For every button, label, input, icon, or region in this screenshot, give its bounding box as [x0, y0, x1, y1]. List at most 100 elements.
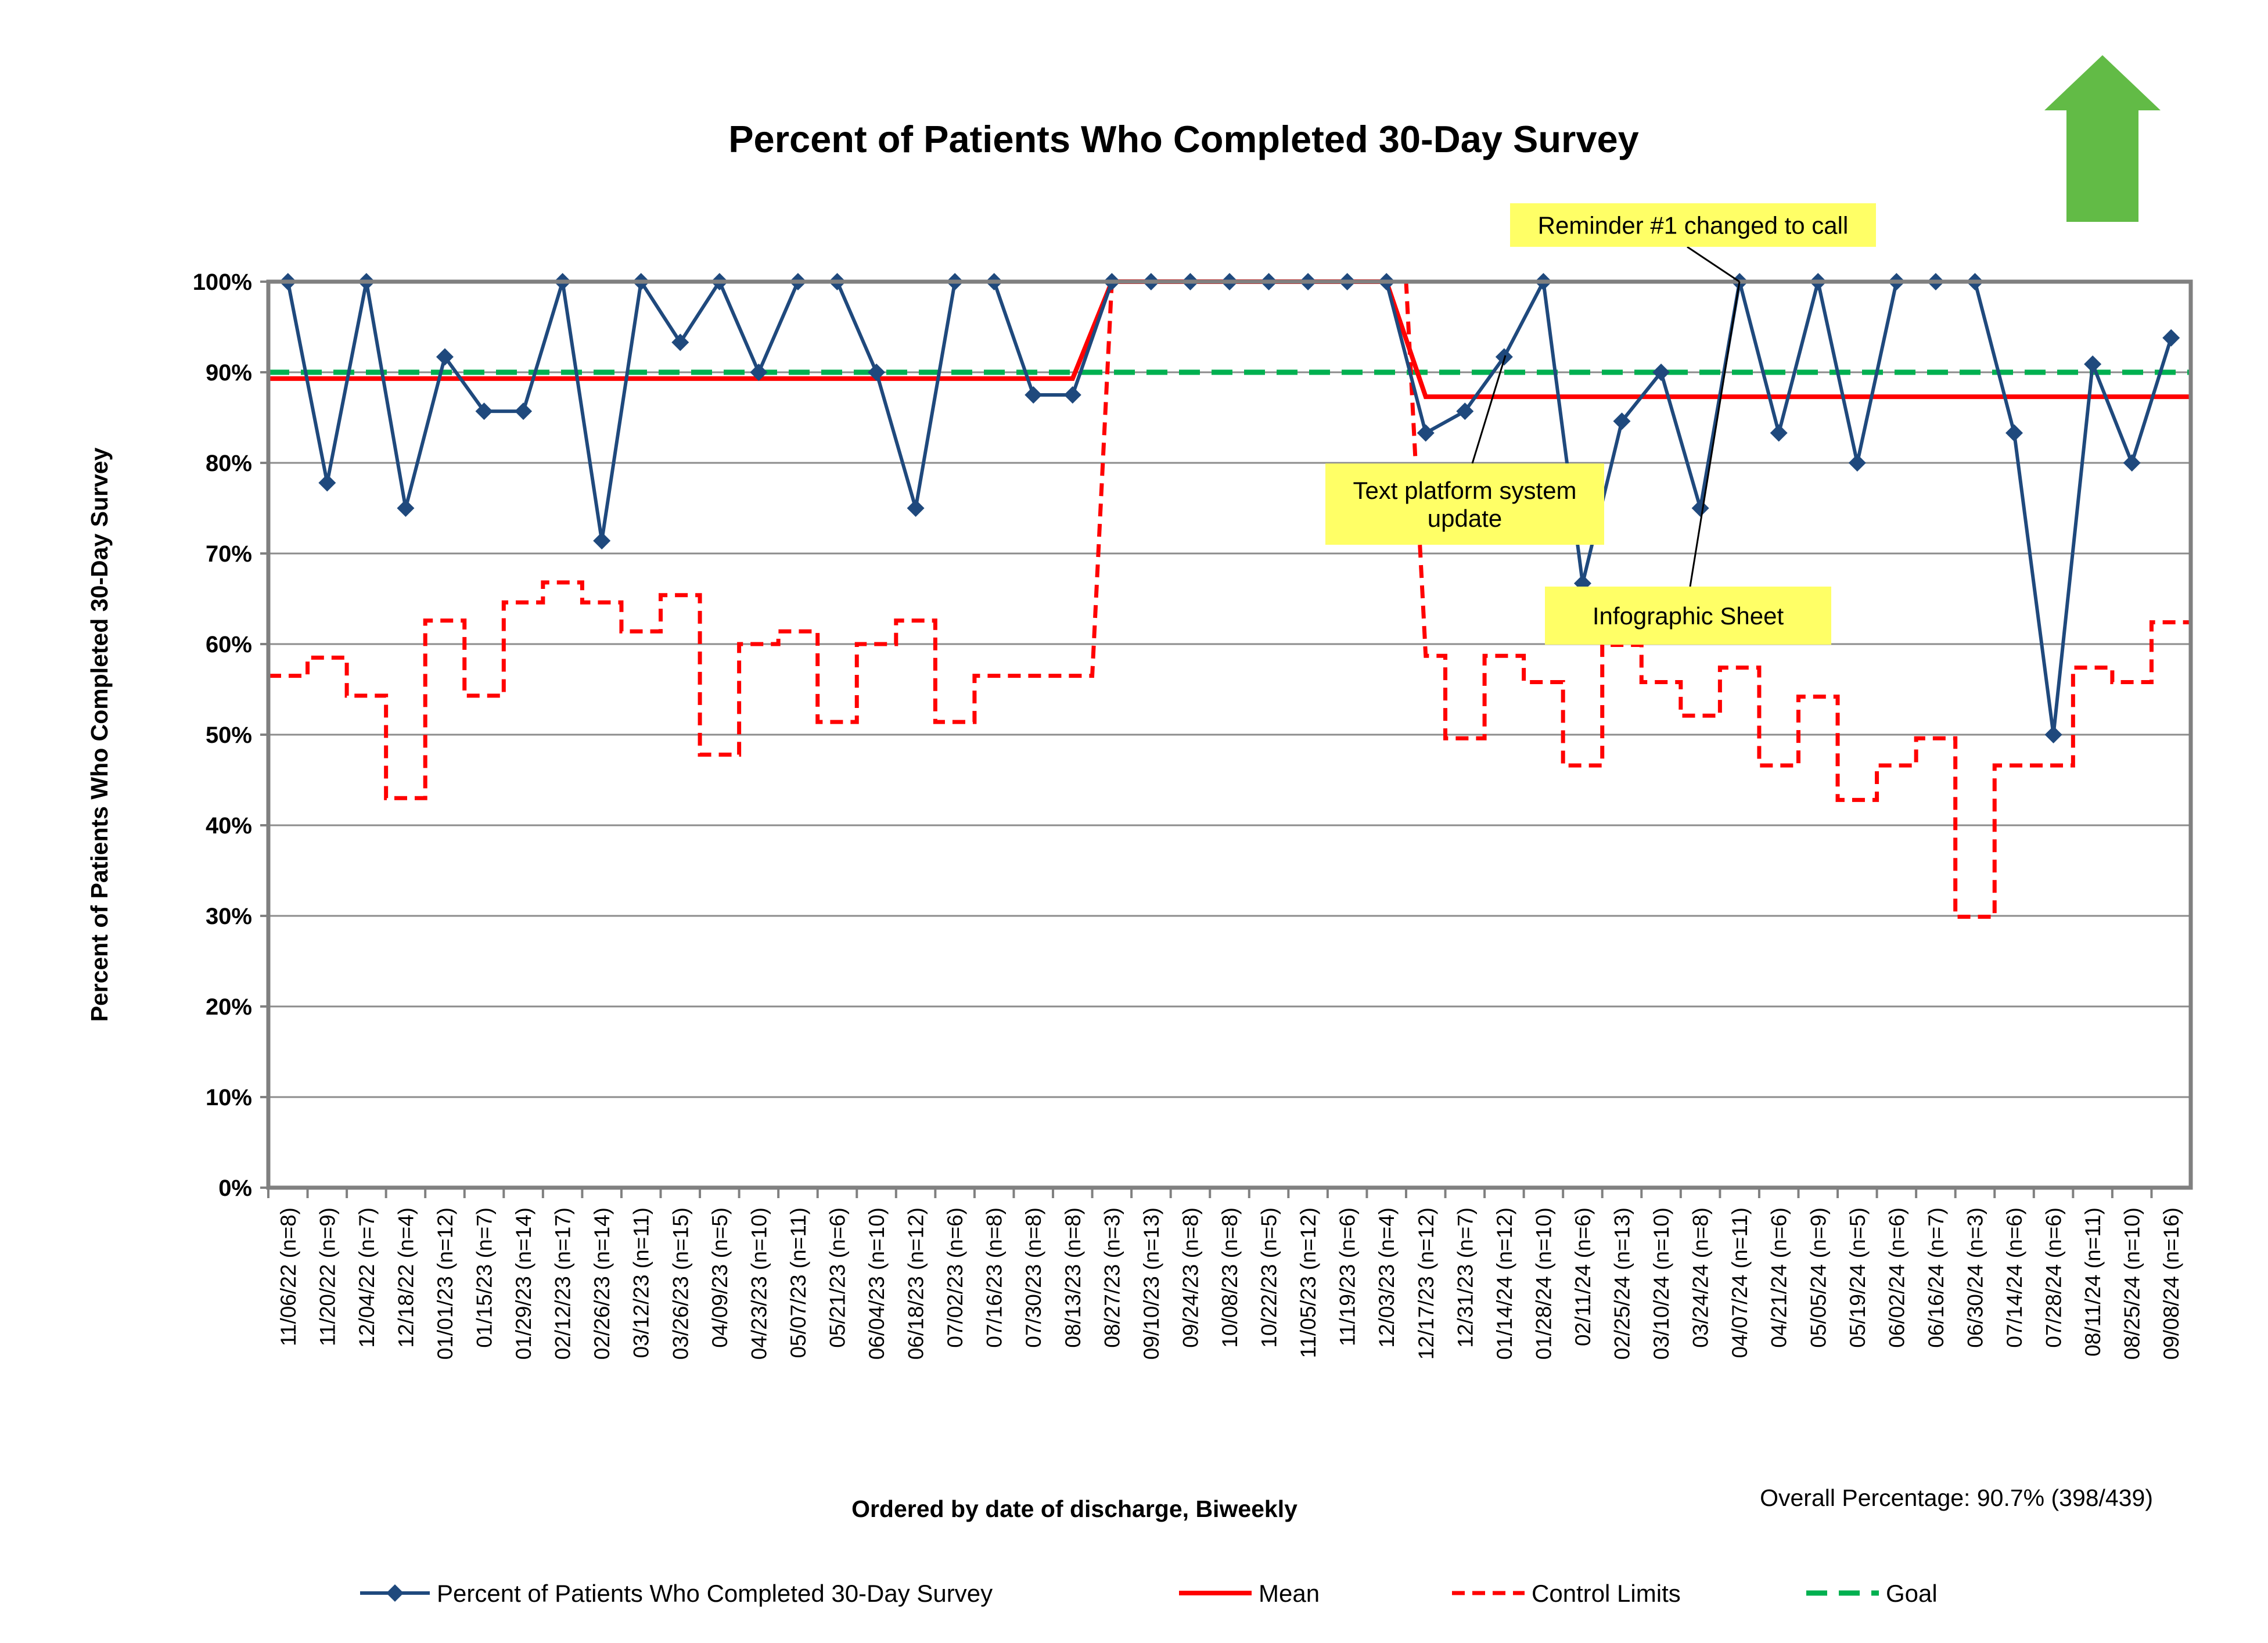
- annotation-box: [1545, 587, 1831, 645]
- x-tick-label: 06/16/24 (n=7): [1924, 1207, 1948, 1348]
- x-tick-label: 10/08/23 (n=8): [1218, 1207, 1242, 1348]
- data-point: [671, 333, 689, 351]
- data-point: [1652, 364, 1670, 381]
- x-tick-label: 01/29/23 (n=14): [512, 1207, 535, 1360]
- y-tick-label: 0%: [218, 1175, 252, 1201]
- data-point: [1025, 386, 1043, 404]
- data-point: [2005, 424, 2023, 442]
- x-tick-label: 02/26/23 (n=14): [590, 1207, 614, 1360]
- data-point: [318, 474, 336, 492]
- x-tick-label: 07/14/24 (n=6): [2003, 1207, 2026, 1348]
- y-axis-ticks: 0% 10% 20% 30% 40% 50% 60% 70% 80% 90% 100%: [193, 269, 268, 1201]
- x-tick-label: 07/30/23 (n=8): [1022, 1207, 1045, 1348]
- data-point: [1770, 424, 1788, 442]
- data-point: [515, 402, 533, 420]
- x-tick-label: 11/20/22 (n=9): [315, 1207, 339, 1346]
- data-point: [868, 364, 886, 381]
- x-tick-label: 05/19/24 (n=5): [1846, 1207, 1870, 1348]
- x-tick-label: 11/05/23 (n=12): [1296, 1207, 1320, 1358]
- x-tick-label: 05/21/23 (n=6): [825, 1207, 849, 1348]
- x-tick-label: 05/05/24 (n=9): [1806, 1207, 1830, 1348]
- y-tick-label: 90%: [206, 360, 252, 386]
- x-tick-label: 03/26/23 (n=15): [668, 1207, 692, 1360]
- y-tick-label: 50%: [206, 722, 252, 748]
- overall-percentage-note: Overall Percentage: 90.7% (398/439): [1760, 1484, 2153, 1511]
- x-tick-label: 06/04/23 (n=10): [865, 1207, 889, 1360]
- data-point: [1691, 499, 1709, 517]
- y-axis-label: Percent of Patients Who Completed 30-Day…: [86, 447, 113, 1022]
- data-point: [1456, 402, 1474, 420]
- x-tick-label: 07/02/23 (n=6): [943, 1207, 967, 1348]
- x-tick-label: 03/10/24 (n=10): [1649, 1207, 1673, 1360]
- legend-label: Mean: [1259, 1580, 1320, 1607]
- x-tick-label: 08/13/23 (n=8): [1061, 1207, 1085, 1348]
- x-tick-label: 12/03/23 (n=4): [1375, 1207, 1399, 1348]
- y-tick-label: 100%: [193, 269, 252, 295]
- x-tick-label: 04/21/24 (n=6): [1767, 1207, 1791, 1348]
- data-point: [1417, 424, 1435, 442]
- x-tick-label: 07/28/24 (n=6): [2042, 1207, 2066, 1348]
- x-tick-label: 08/11/24 (n=11): [2081, 1207, 2105, 1357]
- legend-marker: [386, 1584, 404, 1602]
- plot-frame: [266, 279, 2193, 1190]
- x-tick-label: 02/25/24 (n=13): [1611, 1207, 1634, 1360]
- legend-label: Control Limits: [1532, 1580, 1681, 1607]
- chart-title: Percent of Patients Who Completed 30-Day…: [728, 118, 1639, 160]
- x-tick-label: 06/18/23 (n=12): [904, 1207, 928, 1360]
- y-tick-label: 70%: [206, 541, 252, 567]
- x-tick-label: 01/28/24 (n=10): [1532, 1207, 1555, 1360]
- data-point: [475, 402, 493, 420]
- x-tick-label: 12/04/22 (n=7): [355, 1207, 379, 1348]
- x-tick-label: 01/14/24 (n=12): [1493, 1207, 1516, 1360]
- annotation-leader: [1689, 281, 1741, 587]
- annotation-box: [1510, 203, 1876, 247]
- annotations: Reminder #1 changed to call Text platform…: [1325, 203, 1876, 645]
- x-tick-label: 04/07/24 (n=11): [1728, 1207, 1752, 1358]
- y-tick-label: 10%: [206, 1085, 252, 1110]
- data-point: [1063, 386, 1081, 404]
- x-tick-label: 11/19/23 (n=6): [1336, 1207, 1360, 1346]
- x-tick-label: 12/17/23 (n=12): [1414, 1207, 1438, 1360]
- x-tick-label: 03/24/24 (n=8): [1689, 1207, 1713, 1348]
- annotation-text: update: [1428, 505, 1502, 532]
- annotation-box: [1325, 463, 1604, 545]
- data-point: [1848, 454, 1866, 472]
- y-tick-label: 80%: [206, 451, 252, 476]
- legend: Percent of Patients Who Completed 30-Day…: [360, 1580, 1938, 1607]
- x-tick-label: 06/02/24 (n=6): [1885, 1207, 1908, 1348]
- x-tick-label: 06/30/24 (n=3): [1963, 1207, 1987, 1348]
- data-point: [2162, 329, 2180, 347]
- x-tick-label: 02/11/24 (n=6): [1571, 1207, 1595, 1346]
- x-tick-label: 08/27/23 (n=3): [1100, 1207, 1124, 1348]
- legend-label: Goal: [1886, 1580, 1938, 1607]
- x-tick-label: 05/07/23 (n=11): [786, 1207, 810, 1358]
- x-tick-label: 01/01/23 (n=12): [433, 1207, 457, 1360]
- x-tick-label: 08/25/24 (n=10): [2120, 1207, 2144, 1360]
- x-tick-label: 12/31/23 (n=7): [1453, 1207, 1477, 1348]
- annotation-leader: [1687, 246, 1740, 283]
- data-point: [1613, 412, 1631, 430]
- x-tick-label: 09/08/24 (n=16): [2159, 1207, 2183, 1360]
- x-tick-label: 10/22/23 (n=5): [1257, 1207, 1281, 1348]
- x-axis-label: Ordered by date of discharge, Biweekly: [851, 1495, 1297, 1522]
- x-tick-label: 12/18/22 (n=4): [394, 1207, 418, 1348]
- data-point: [397, 499, 415, 517]
- y-tick-label: 60%: [206, 632, 252, 657]
- annotation-text: Text platform system: [1353, 477, 1576, 504]
- data-point: [907, 499, 925, 517]
- x-tick-label: 01/15/23 (n=7): [473, 1207, 497, 1348]
- x-tick-label: 04/09/23 (n=5): [708, 1207, 732, 1348]
- data-point: [436, 348, 454, 366]
- x-tick-label: 09/24/23 (n=8): [1178, 1207, 1202, 1348]
- data-point: [2044, 726, 2062, 743]
- y-tick-label: 30%: [206, 904, 252, 929]
- annotation-text: Infographic Sheet: [1593, 602, 1784, 630]
- data-point: [593, 532, 611, 550]
- data-point: [750, 364, 768, 381]
- x-tick-label: 02/12/23 (n=17): [551, 1207, 575, 1360]
- x-axis-ticks: 11/06/22 (n=8) 11/20/22 (n=9) 12/04/22 (n=…: [267, 1188, 2183, 1360]
- legend-label: Percent of Patients Who Completed 30-Day…: [437, 1580, 993, 1607]
- x-tick-label: 09/10/23 (n=13): [1140, 1207, 1163, 1360]
- x-tick-label: 07/16/23 (n=8): [983, 1207, 1007, 1348]
